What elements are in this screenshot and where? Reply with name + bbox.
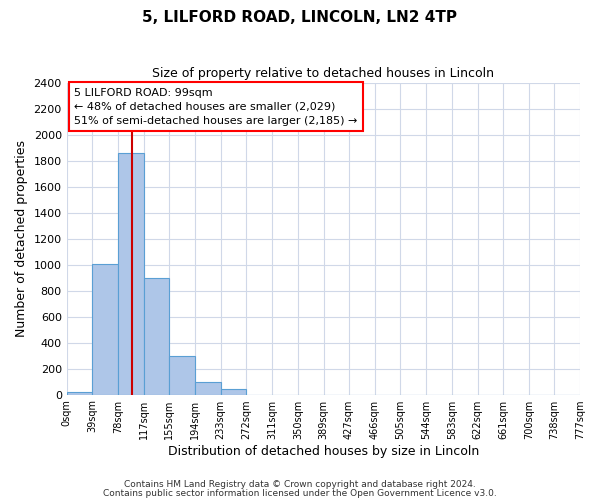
Title: Size of property relative to detached houses in Lincoln: Size of property relative to detached ho… [152,68,494,80]
Bar [169,356,195,395]
Text: 5, LILFORD ROAD, LINCOLN, LN2 4TP: 5, LILFORD ROAD, LINCOLN, LN2 4TP [143,10,458,25]
Bar [144,278,169,394]
Text: Contains public sector information licensed under the Open Government Licence v3: Contains public sector information licen… [103,488,497,498]
Bar [118,153,144,394]
Y-axis label: Number of detached properties: Number of detached properties [15,140,28,338]
Bar [195,382,221,394]
Text: Contains HM Land Registry data © Crown copyright and database right 2024.: Contains HM Land Registry data © Crown c… [124,480,476,489]
Bar [92,264,118,394]
Bar [67,392,92,394]
Text: 5 LILFORD ROAD: 99sqm
← 48% of detached houses are smaller (2,029)
51% of semi-d: 5 LILFORD ROAD: 99sqm ← 48% of detached … [74,88,358,126]
Bar [221,390,247,394]
X-axis label: Distribution of detached houses by size in Lincoln: Distribution of detached houses by size … [168,444,479,458]
